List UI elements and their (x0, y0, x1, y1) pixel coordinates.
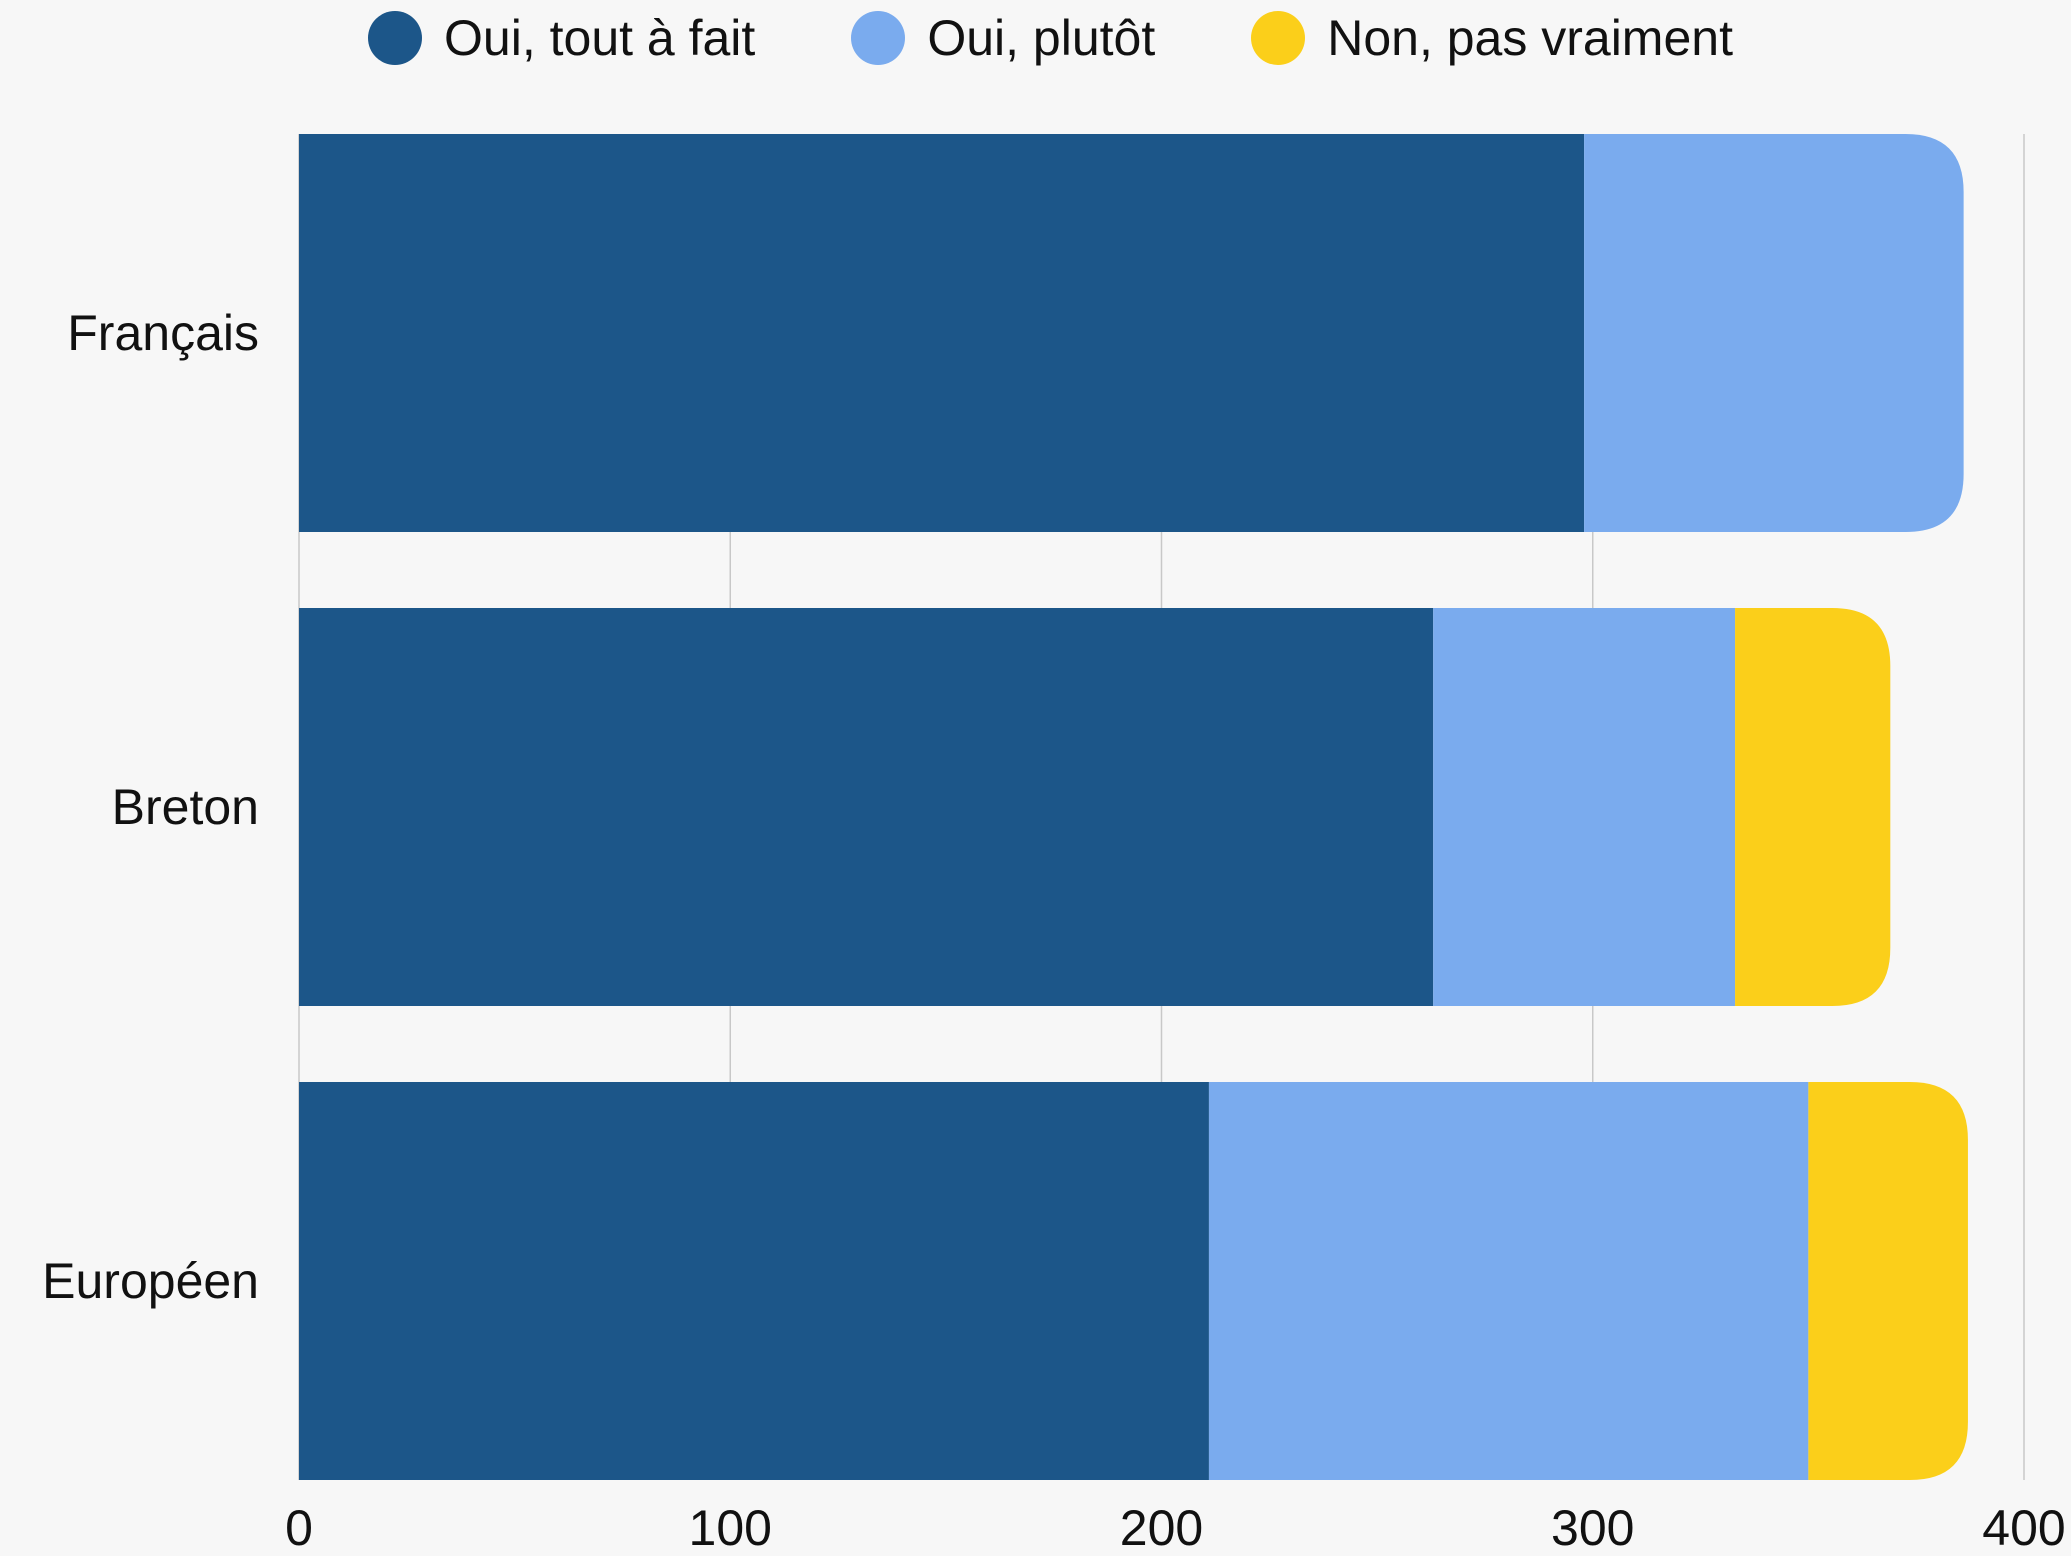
legend-label-oui-plutot: Oui, plutôt (927, 10, 1156, 66)
legend-swatch-oui-tout-a-fait (368, 11, 423, 65)
legend-swatch-non-pas-vraiment (1251, 11, 1306, 65)
bar-europeen-non-pas-vraiment (1808, 1082, 1968, 1480)
legend-item-oui-tout-a-fait: Oui, tout à fait (368, 9, 755, 67)
bar-francais-oui-tout-a-fait (299, 134, 1585, 532)
legend-label-non-pas-vraiment: Non, pas vraiment (1327, 10, 1733, 66)
legend-swatch-oui-plutot (851, 11, 906, 65)
x-tick-label-0: 0 (285, 1500, 313, 1556)
x-tick-label-200: 200 (1120, 1500, 1203, 1556)
legend: Oui, tout à fait Oui, plutôt Non, pas vr… (0, 0, 2071, 76)
legend-label-oui-tout-a-fait: Oui, tout à fait (444, 10, 756, 66)
bar-europeen-oui-tout-a-fait (299, 1082, 1209, 1480)
legend-item-oui-plutot: Oui, plutôt (851, 9, 1155, 67)
x-tick-label-100: 100 (689, 1500, 772, 1556)
legend-item-non-pas-vraiment: Non, pas vraiment (1251, 9, 1733, 67)
x-tick-label-400: 400 (1982, 1500, 2065, 1556)
x-tick-label-300: 300 (1551, 1500, 1634, 1556)
bar-francais-oui-plutot (1584, 134, 1964, 532)
category-label-francais: Français (67, 305, 259, 361)
bar-breton-oui-tout-a-fait (299, 608, 1434, 1006)
bar-breton-oui-plutot (1433, 608, 1736, 1006)
bar-breton-non-pas-vraiment (1735, 608, 1891, 1006)
category-label-europeen: Européen (42, 1253, 259, 1309)
category-label-breton: Breton (112, 779, 259, 835)
bar-europeen-oui-plutot (1208, 1082, 1809, 1480)
